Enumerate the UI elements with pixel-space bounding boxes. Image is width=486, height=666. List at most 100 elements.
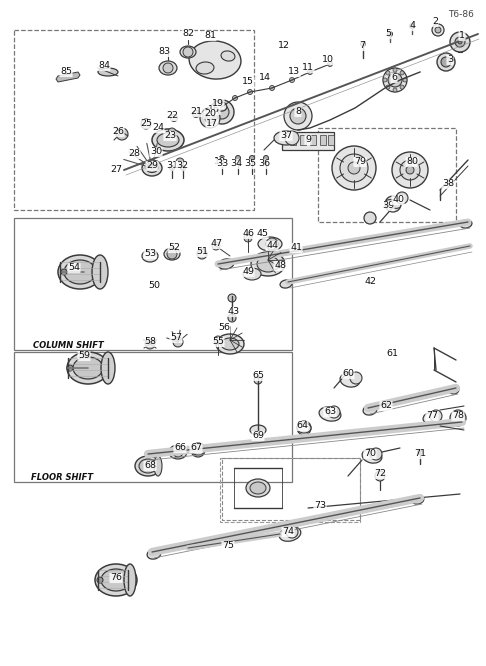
Text: 76: 76 [110, 573, 122, 583]
Ellipse shape [191, 445, 205, 455]
Circle shape [290, 108, 306, 124]
Ellipse shape [157, 133, 179, 147]
Text: 63: 63 [324, 408, 336, 416]
Text: 40: 40 [392, 196, 404, 204]
Circle shape [437, 53, 455, 71]
Text: 30: 30 [150, 147, 162, 157]
Circle shape [191, 443, 205, 457]
Text: 3: 3 [447, 55, 453, 65]
Text: 66: 66 [174, 444, 186, 452]
Circle shape [383, 68, 407, 92]
Text: 68: 68 [144, 462, 156, 470]
Circle shape [450, 32, 470, 52]
Circle shape [180, 165, 186, 170]
Circle shape [116, 128, 128, 140]
Text: 75: 75 [222, 541, 234, 551]
Circle shape [435, 27, 441, 33]
Text: 27: 27 [110, 165, 122, 174]
Circle shape [386, 71, 390, 75]
Circle shape [145, 339, 155, 349]
Circle shape [285, 131, 299, 145]
Text: 23: 23 [164, 131, 176, 141]
Ellipse shape [154, 456, 162, 476]
Ellipse shape [152, 129, 184, 151]
Text: 7: 7 [359, 41, 365, 51]
Circle shape [455, 37, 465, 47]
Text: 58: 58 [144, 338, 156, 346]
Ellipse shape [180, 46, 196, 58]
Text: 48: 48 [274, 262, 286, 270]
Text: 50: 50 [148, 282, 160, 290]
Circle shape [171, 115, 177, 121]
Ellipse shape [221, 338, 239, 350]
Text: T6-86: T6-86 [448, 10, 474, 19]
Circle shape [375, 471, 385, 481]
Circle shape [97, 577, 103, 583]
Circle shape [247, 89, 253, 95]
Text: 74: 74 [282, 527, 294, 537]
Circle shape [244, 234, 252, 242]
Ellipse shape [246, 479, 270, 497]
Text: 39: 39 [382, 202, 394, 210]
Ellipse shape [258, 237, 282, 251]
Text: 43: 43 [228, 308, 240, 316]
Circle shape [236, 155, 241, 161]
Text: 29: 29 [146, 161, 158, 170]
Text: 80: 80 [406, 157, 418, 166]
Bar [300, 135, 306, 145]
Ellipse shape [139, 459, 157, 473]
Circle shape [232, 95, 238, 101]
Text: 71: 71 [414, 450, 426, 458]
Bar [290, 135, 296, 145]
Text: 34: 34 [230, 159, 242, 168]
Circle shape [308, 69, 312, 75]
Text: 67: 67 [190, 444, 202, 452]
Text: 37: 37 [280, 131, 292, 141]
Text: 22: 22 [166, 111, 178, 121]
Bar [222, 458, 360, 520]
Ellipse shape [142, 250, 158, 262]
Text: 5: 5 [385, 29, 391, 39]
Circle shape [430, 410, 442, 422]
Ellipse shape [101, 352, 115, 384]
Circle shape [417, 450, 422, 454]
Text: 56: 56 [218, 324, 230, 332]
Circle shape [410, 23, 415, 29]
Text: 2: 2 [432, 17, 438, 27]
Text: 64: 64 [296, 422, 308, 430]
Circle shape [340, 154, 368, 182]
Text: 69: 69 [252, 432, 264, 440]
Ellipse shape [95, 564, 137, 596]
Circle shape [290, 77, 295, 83]
Circle shape [176, 158, 184, 166]
Ellipse shape [251, 252, 285, 276]
Circle shape [348, 162, 360, 174]
Text: 51: 51 [196, 248, 208, 256]
Text: 57: 57 [170, 334, 182, 342]
Ellipse shape [250, 425, 266, 435]
Circle shape [350, 372, 362, 384]
Text: 19: 19 [212, 99, 224, 109]
Circle shape [297, 421, 311, 435]
Bar [14, 218, 292, 350]
Circle shape [387, 31, 393, 37]
Bar [14, 352, 292, 482]
Text: 24: 24 [152, 123, 164, 133]
Text: 28: 28 [128, 149, 140, 159]
Text: 84: 84 [98, 61, 110, 71]
Ellipse shape [159, 61, 177, 75]
Text: 85: 85 [60, 67, 72, 77]
Text: 83: 83 [158, 47, 170, 57]
Bar [318, 128, 456, 222]
Text: 62: 62 [380, 402, 392, 410]
Circle shape [396, 192, 408, 204]
Ellipse shape [385, 200, 401, 208]
Circle shape [400, 85, 404, 89]
Text: 11: 11 [302, 63, 314, 73]
Ellipse shape [196, 62, 214, 74]
Ellipse shape [98, 68, 118, 76]
Circle shape [212, 242, 220, 250]
Circle shape [270, 85, 275, 91]
Text: 4: 4 [409, 21, 415, 31]
Text: 13: 13 [288, 67, 300, 77]
